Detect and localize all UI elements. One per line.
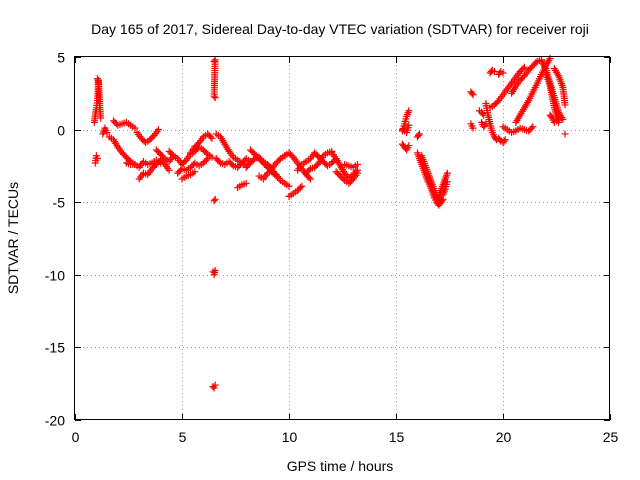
data-point	[95, 79, 103, 87]
data-point	[202, 149, 210, 157]
x-tick-label: 10	[282, 429, 298, 445]
data-point	[215, 158, 223, 166]
data-point	[479, 110, 487, 118]
data-point	[204, 155, 212, 163]
data-point	[207, 133, 215, 141]
data-point	[414, 131, 422, 139]
data-point	[532, 59, 540, 67]
data-point	[296, 184, 304, 192]
data-points	[90, 54, 569, 392]
data-point	[529, 123, 537, 131]
data-point	[519, 65, 527, 73]
data-point	[353, 169, 361, 177]
chart-title: Day 165 of 2017, Sidereal Day-to-day VTE…	[91, 21, 589, 37]
y-tick-label: -10	[45, 268, 65, 284]
data-point	[210, 197, 218, 205]
x-tick-label: 15	[389, 429, 405, 445]
data-point	[228, 160, 236, 168]
x-tick-label: 20	[496, 429, 512, 445]
data-point	[154, 126, 162, 134]
data-point	[405, 121, 413, 129]
x-axis-title: GPS time / hours	[287, 458, 394, 474]
data-point	[168, 150, 176, 158]
data-point	[547, 113, 555, 121]
data-point	[191, 168, 199, 176]
data-point	[469, 91, 477, 99]
data-point	[555, 115, 563, 123]
data-point	[159, 153, 167, 161]
data-point	[561, 130, 569, 138]
y-tick-label: -5	[53, 195, 66, 211]
data-point	[353, 160, 361, 168]
data-point	[443, 178, 451, 186]
data-point	[528, 124, 536, 132]
data-point	[93, 155, 101, 163]
data-point	[500, 137, 508, 145]
data-point	[285, 182, 293, 190]
data-point	[208, 134, 216, 142]
axis-ticks	[75, 57, 611, 421]
data-point	[520, 63, 528, 71]
data-point	[339, 175, 347, 183]
data-point	[481, 121, 489, 129]
data-point	[103, 129, 111, 137]
grid-lines	[75, 57, 610, 420]
data-point	[208, 153, 216, 161]
data-point	[405, 142, 413, 150]
data-point	[275, 156, 283, 164]
y-tick-label: -20	[45, 413, 65, 429]
data-point	[469, 124, 477, 132]
y-tick-label: -15	[45, 340, 65, 356]
data-point	[131, 124, 139, 132]
data-point	[211, 195, 219, 203]
data-point	[97, 114, 105, 122]
data-point	[165, 166, 173, 174]
data-point	[561, 101, 569, 109]
y-axis-title: SDTVAR / TECUs	[5, 182, 21, 294]
y-tick-label: 0	[57, 123, 65, 139]
data-point	[211, 266, 219, 274]
tick-labels: 0 5 10 15 20 25 5 0 -5 -10 -15 -20	[45, 50, 619, 446]
data-point	[211, 381, 219, 389]
data-point	[443, 169, 451, 177]
data-point	[298, 182, 306, 190]
data-point	[499, 69, 507, 77]
data-point	[468, 89, 476, 97]
x-tick-label: 25	[603, 429, 619, 445]
data-point	[306, 175, 314, 183]
data-point	[305, 174, 313, 182]
data-point	[249, 156, 257, 164]
x-tick-label: 5	[179, 429, 187, 445]
data-point	[210, 92, 218, 100]
data-point	[405, 107, 413, 115]
data-point	[416, 130, 424, 138]
data-point	[211, 94, 219, 102]
data-point	[501, 136, 509, 144]
data-point	[242, 179, 250, 187]
plot-frame	[74, 56, 610, 420]
data-point	[305, 166, 313, 174]
y-tick-label: 5	[57, 50, 65, 66]
data-point	[202, 156, 210, 164]
data-point	[490, 68, 498, 76]
x-tick-label: 0	[72, 429, 80, 445]
